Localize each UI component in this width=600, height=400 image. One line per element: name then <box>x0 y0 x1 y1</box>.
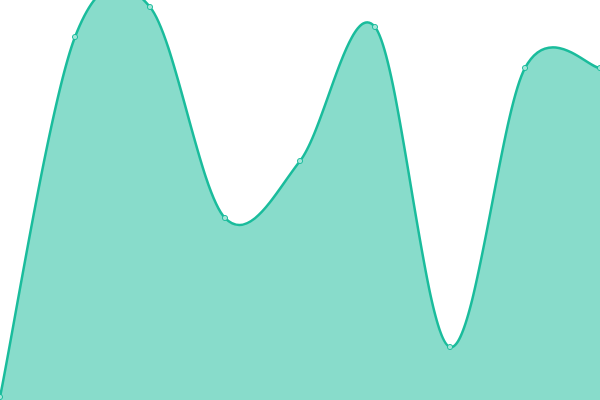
point <box>597 65 600 71</box>
point <box>297 158 303 164</box>
point <box>522 65 528 71</box>
point <box>222 215 228 221</box>
point <box>372 24 378 30</box>
point <box>447 344 453 350</box>
point <box>72 34 78 40</box>
point <box>0 394 3 400</box>
point <box>147 4 153 10</box>
